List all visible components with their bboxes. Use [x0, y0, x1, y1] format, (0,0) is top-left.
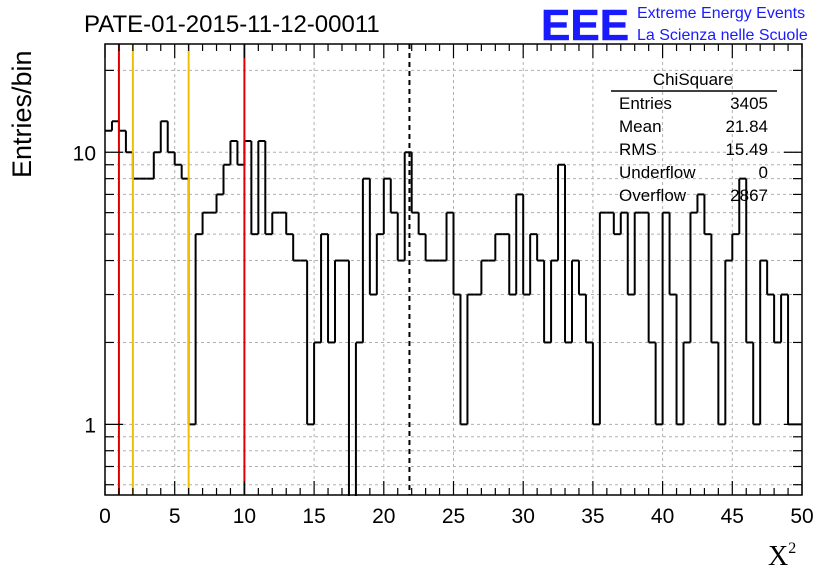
- x-tick-label: 35: [581, 505, 604, 528]
- eee-logo: EEE Extreme Energy Events La Scienza nel…: [541, 1, 808, 51]
- stats-row-label: Mean: [619, 117, 662, 136]
- stats-row-label: Underflow: [619, 163, 696, 182]
- logo-line-1: Extreme Energy Events: [637, 5, 805, 22]
- y-tick-label: 1: [84, 414, 96, 437]
- stats-row-label: Entries: [619, 94, 672, 113]
- x-tick-label: 20: [372, 505, 395, 528]
- x-tick-label: 40: [651, 505, 674, 528]
- below-axis-mask: [0, 496, 836, 572]
- x-tick-label: 5: [169, 505, 181, 528]
- x-tick-label: 30: [512, 505, 535, 528]
- marker-lines: [117, 44, 411, 495]
- logo-line-2: La Scienza nelle Scuole: [637, 27, 808, 44]
- x-tick-label: 15: [302, 505, 325, 528]
- chart-title: PATE-01-2015-11-12-00011: [84, 11, 380, 38]
- stats-row-label: Overflow: [619, 186, 687, 205]
- logo-letters: EEE: [541, 1, 629, 50]
- histogram-layer: [0, 120, 836, 572]
- stats-row-value: 21.84: [725, 117, 768, 136]
- stats-row-label: RMS: [619, 140, 657, 159]
- x-tick-label: 10: [233, 505, 256, 528]
- stats-row-value: 2867: [730, 186, 768, 205]
- x-tick-label: 0: [99, 505, 111, 528]
- stats-title: ChiSquare: [653, 70, 733, 89]
- x-tick-label: 50: [790, 505, 813, 528]
- stats-box: ChiSquare Entries 3405 Mean 21.84 RMS 15.49 Un…: [611, 70, 777, 205]
- x-tick-label: 45: [721, 505, 744, 528]
- y-tick-label: 10: [73, 142, 96, 165]
- stats-row-value: 0: [759, 163, 768, 182]
- x-tick-label: 25: [442, 505, 465, 528]
- axis-ticks: 0 5 10 15 20 25 30 35 40 45 50 1 10: [73, 44, 814, 528]
- x-axis-label: X2: [768, 540, 796, 572]
- stats-row-value: 3405: [730, 94, 768, 113]
- y-axis-label: Entries/bin: [7, 50, 37, 178]
- stats-row-value: 15.49: [725, 140, 768, 159]
